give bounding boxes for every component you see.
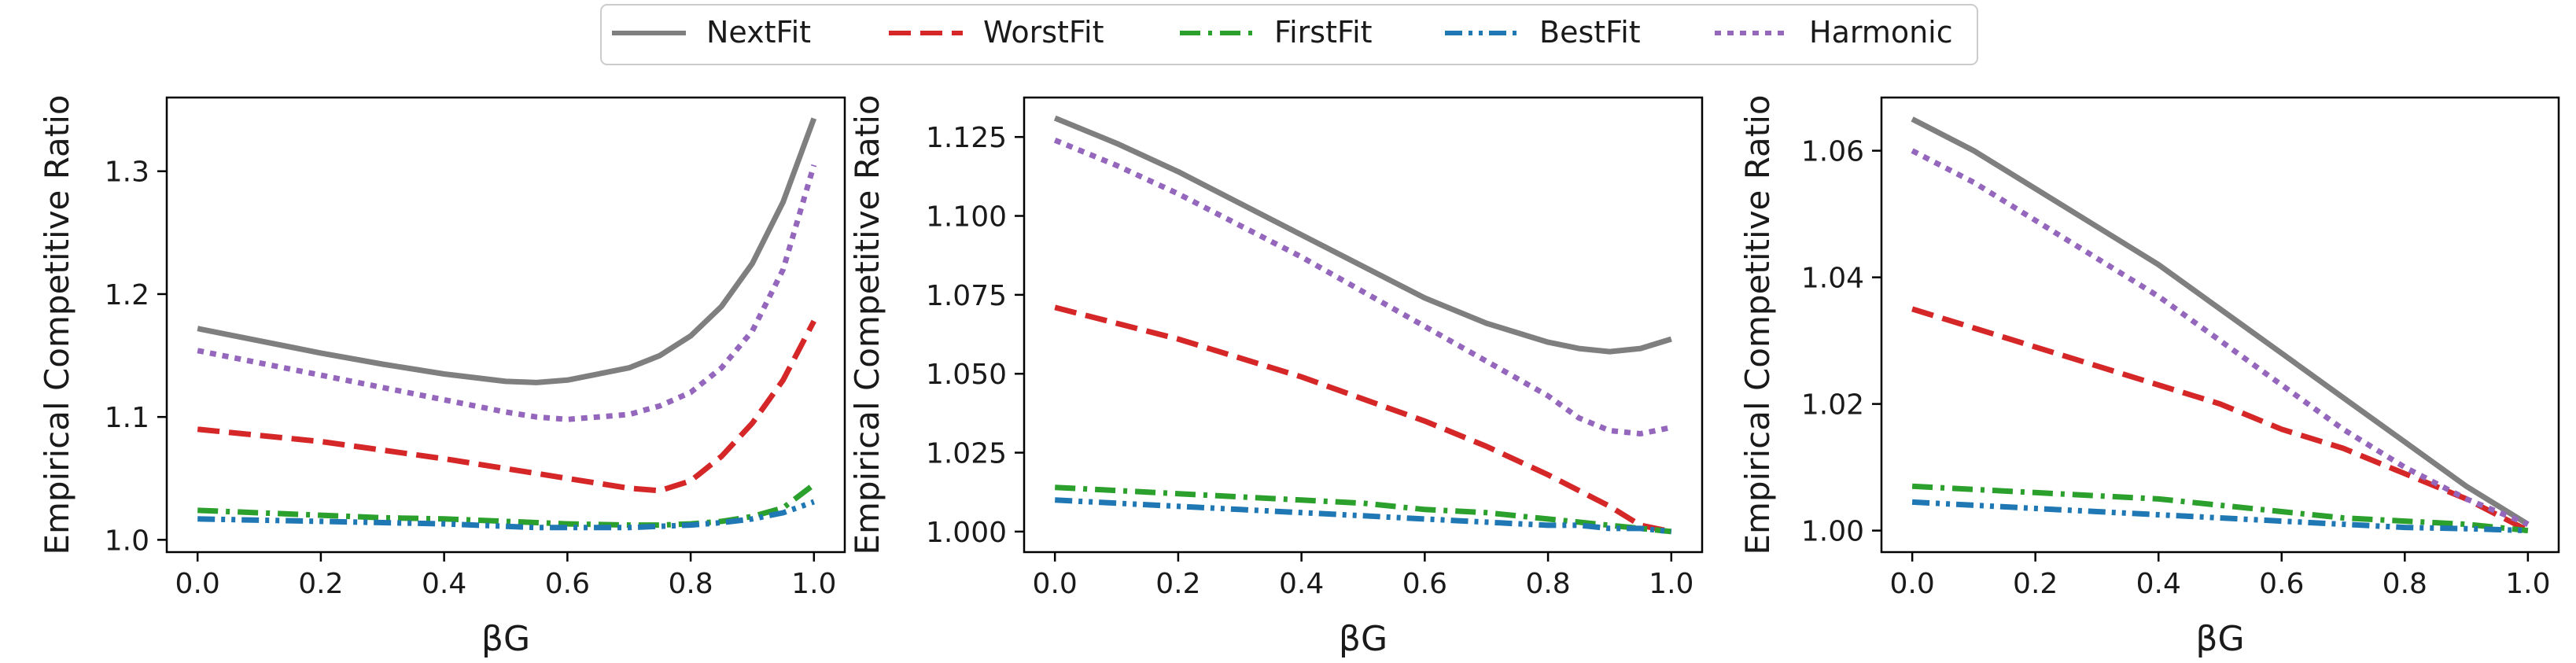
y-tick-label: 1.125	[926, 122, 1007, 154]
x-tick-label: 0.0	[1890, 568, 1935, 600]
x-tick-label: 0.6	[1402, 568, 1447, 600]
series-line-harmonic	[1911, 148, 2530, 527]
series-line-bestfit	[197, 499, 815, 531]
x-axis-label: βG	[481, 619, 530, 659]
x-tick-label: 0.6	[545, 568, 590, 600]
y-tick-label: 1.025	[926, 438, 1007, 470]
y-axis-label: Empirical Competitive Ratio	[1738, 94, 1777, 554]
chart-panel-1: 0.0 0.2 0.4 0.6 0.8 1.0 1.0 1.1 1.2 1.3 βG Empirica…	[38, 94, 846, 659]
series-line-worstfit	[1911, 306, 2530, 533]
legend-label-worstfit: WorstFit	[983, 15, 1104, 50]
y-tick-label: 1.02	[1801, 389, 1864, 422]
y-tick-label: 1.000	[926, 517, 1007, 549]
legend-label-firstfit: FirstFit	[1274, 15, 1373, 50]
y-tick-label: 1.1	[105, 402, 149, 434]
y-tick-label: 1.06	[1801, 136, 1864, 168]
x-axis-label: βG	[1339, 619, 1388, 659]
series-line-firstfit	[197, 482, 816, 529]
y-tick-label: 1.00	[1801, 516, 1864, 548]
series-line-firstfit	[1055, 484, 1672, 535]
x-tick-label: 0.4	[422, 568, 466, 600]
legend: NextFit WorstFit FirstFit BestFit Harmonic	[600, 4, 1978, 65]
y-tick-label: 1.0	[105, 525, 149, 557]
x-tick-label: 0.8	[2383, 568, 2427, 600]
legend-label-bestfit: BestFit	[1539, 15, 1641, 50]
series-line-worstfit	[1054, 304, 1672, 535]
y-axis-label: Empirical Competitive Ratio	[38, 94, 76, 554]
x-tick-label: 1.0	[1649, 568, 1693, 600]
y-tick-label: 1.075	[926, 280, 1007, 312]
x-tick-label: 0.2	[2013, 568, 2058, 600]
x-tick-label: 0.2	[1155, 568, 1200, 600]
x-tick-label: 0.2	[298, 568, 343, 600]
plot-frame	[165, 96, 846, 554]
y-tick-label: 1.3	[105, 157, 149, 189]
series-line-worstfit	[197, 319, 816, 494]
series-line-bestfit	[1055, 497, 1672, 535]
x-tick-label: 0.4	[1279, 568, 1324, 600]
legend-label-nextfit: NextFit	[706, 15, 811, 50]
series-line-nextfit	[1053, 115, 1672, 355]
y-tick-label: 1.050	[926, 359, 1007, 391]
x-tick-label: 0.4	[2136, 568, 2181, 600]
series-line-harmonic	[1053, 137, 1672, 436]
chart-panel-2: 0.0 0.2 0.4 0.6 0.8 1.0 1.000 1.025 1.050 1.075 1.…	[848, 94, 1704, 659]
x-tick-label: 0.8	[1525, 568, 1570, 600]
y-tick-label: 1.2	[105, 279, 149, 311]
series-line-nextfit	[197, 117, 817, 385]
chart-panel-3: 0.0 0.2 0.4 0.6 0.8 1.0 1.00 1.02 1.04 1.06 βG Empi…	[1738, 94, 2560, 659]
series-line-bestfit	[1911, 499, 2529, 534]
x-tick-label: 0.0	[175, 568, 220, 600]
x-axis-label: βG	[2195, 619, 2244, 659]
legend-label-harmonic: Harmonic	[1809, 15, 1953, 50]
x-tick-label: 0.0	[1033, 568, 1078, 600]
plot-frame	[1880, 96, 2560, 554]
legend-frame	[600, 4, 1978, 65]
y-axis-label: Empirical Competitive Ratio	[848, 94, 886, 554]
x-tick-label: 1.0	[2505, 568, 2550, 600]
y-tick-label: 1.04	[1801, 263, 1864, 295]
x-tick-label: 0.8	[668, 568, 713, 600]
x-tick-label: 0.6	[2259, 568, 2304, 600]
plot-frame	[1023, 96, 1704, 554]
x-tick-label: 1.0	[791, 568, 836, 600]
y-tick-label: 1.100	[926, 201, 1007, 234]
series-line-nextfit	[1911, 116, 2530, 527]
